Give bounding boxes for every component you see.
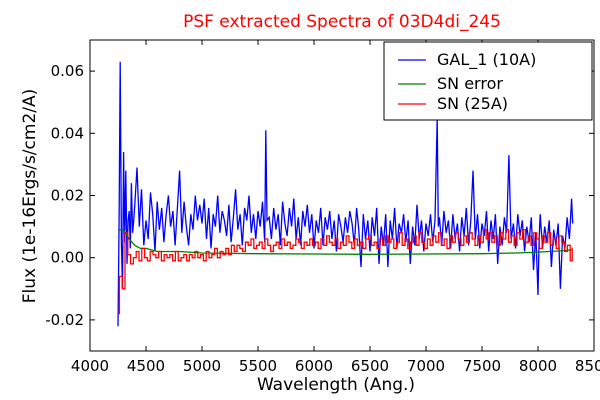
x-tick-label: 5000 [183, 357, 221, 375]
x-tick-label: 4500 [127, 357, 165, 375]
x-tick-label: 5500 [239, 357, 277, 375]
series-layer [117, 61, 574, 327]
x-tick-label: 8000 [519, 357, 557, 375]
y-tick-label: 0.06 [51, 62, 84, 80]
y-tick-label: 0.02 [51, 187, 84, 205]
chart-title: PSF extracted Spectra of 03D4di_245 [183, 12, 501, 32]
plot-area [117, 61, 574, 327]
x-axis: 4000 4500 5000 5500 6000 6500 7000 7500 8000 8500 [71, 40, 600, 375]
x-axis-label: Wavelength (Ang.) [257, 375, 415, 395]
legend-label-sn-error: SN error [437, 74, 503, 93]
x-tick-label: 4000 [71, 357, 109, 375]
legend-label-gal: GAL_1 (10A) [437, 50, 536, 70]
y-tick-label: 0.00 [51, 249, 84, 267]
y-tick-label: 0.04 [51, 124, 84, 142]
legend: GAL_1 (10A) SN error SN (25A) [383, 41, 593, 121]
legend-label-sn: SN (25A) [437, 94, 508, 113]
y-tick-label: -0.02 [45, 311, 84, 329]
series-line-2 [118, 229, 573, 315]
x-tick-label: 7500 [463, 357, 501, 375]
x-tick-label: 6500 [351, 357, 389, 375]
x-tick-label: 6000 [295, 357, 333, 375]
x-tick-label: 8500 [575, 357, 600, 375]
series-line-1 [118, 229, 572, 255]
x-tick-label: 7000 [407, 357, 445, 375]
y-axis-label: Flux (1e-16Ergs/s/cm2/A) [20, 89, 40, 304]
legend-box [383, 41, 593, 121]
y-axis: -0.02 0.00 0.02 0.04 0.06 [45, 62, 594, 329]
series-line-0 [117, 61, 574, 327]
